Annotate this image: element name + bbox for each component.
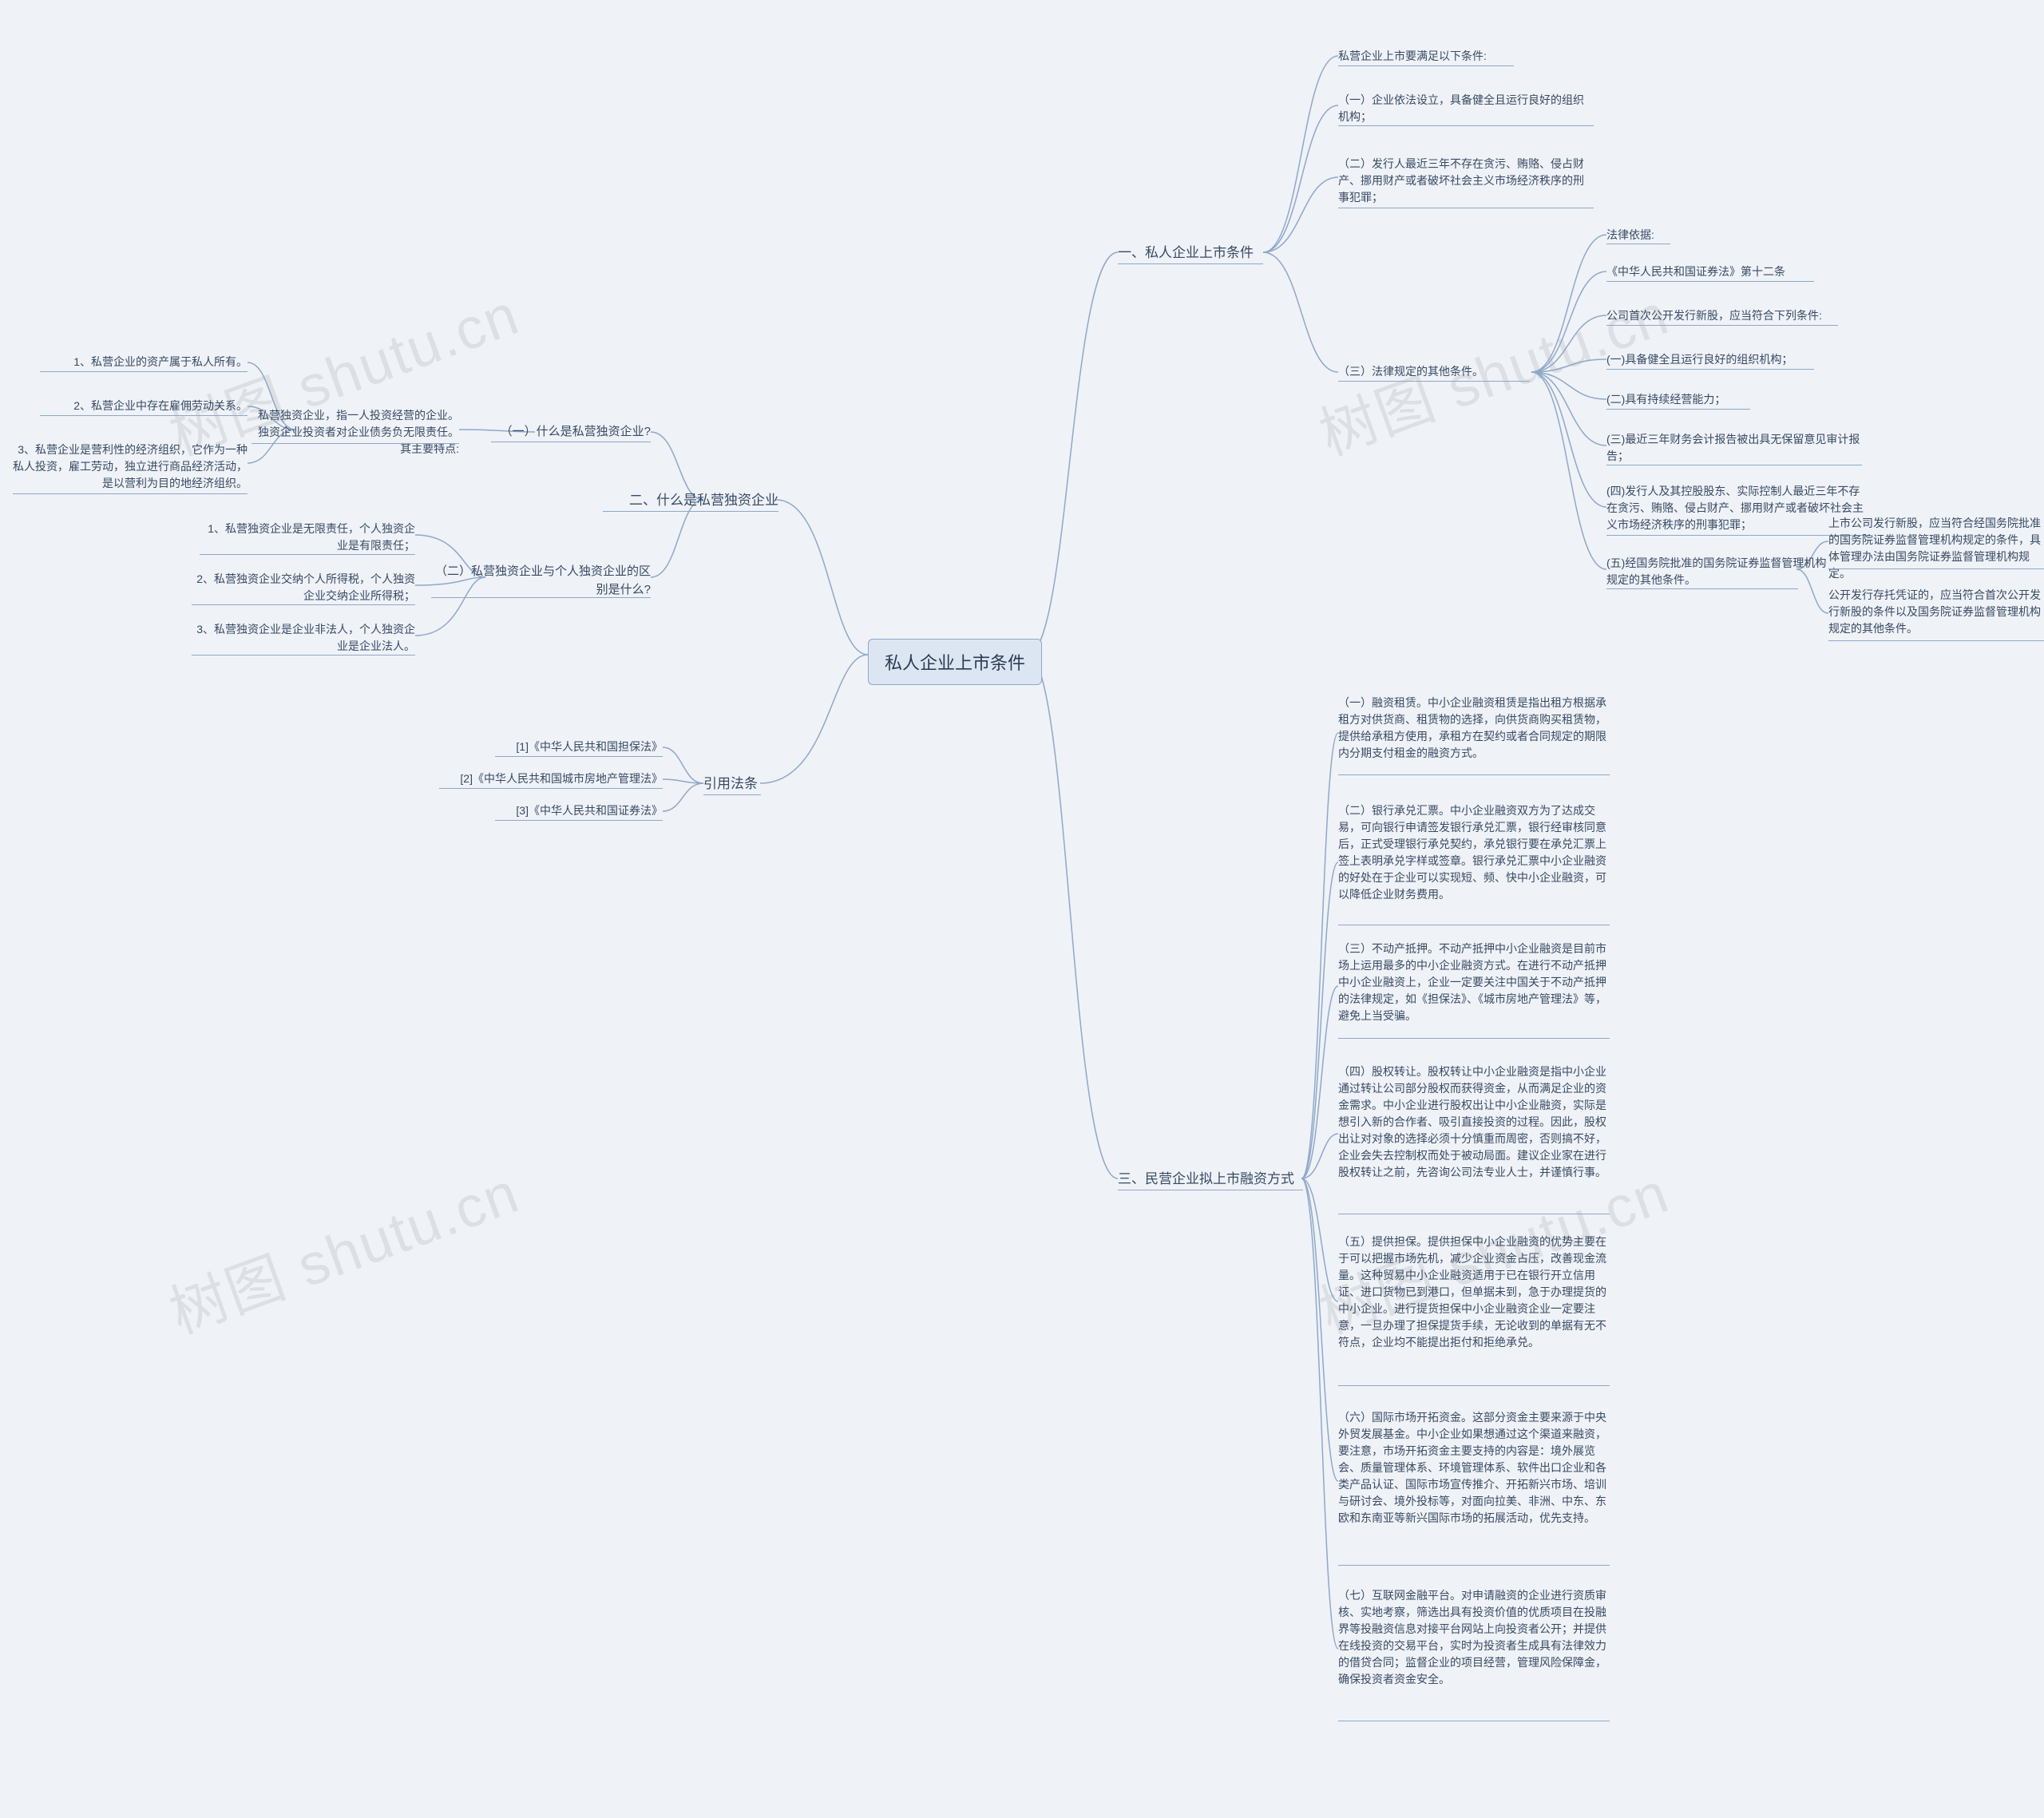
s3-item: （四）股权转让。股权转让中小企业融资是指中小企业通过转让公司部分股权而获得资金，… [1338,1063,1610,1181]
s2-c2-e1: 2、私营独资企业交纳个人所得税，个人独资企业交纳企业所得税； [192,571,415,604]
s1-c3-item: (三)最近三年财务会计报告被出具无保留意见审计报告； [1606,431,1862,465]
section-3: 三、民营企业拟上市融资方式 [1118,1170,1294,1189]
s2-c1-e1: 2、私营企业中存在雇佣劳动关系。 [40,398,248,414]
s2-c1-e0: 1、私营企业的资产属于私人所有。 [40,354,248,370]
s1-c3-d7-item: 上市公司发行新股，应当符合经国务院批准的国务院证券监督管理机构规定的条件，具体管… [1828,515,2044,582]
root-node: 私人企业上市条件 [868,639,1042,685]
s2-c2: （二）私营独资企业与个人独资企业的区别是什么? [431,563,651,599]
s2-c1-d0: 私营独资企业，指一人投资经营的企业。独资企业投资者对企业债务负无限责任。其主要特… [252,407,459,457]
s1-c3-d7-item: 公开发行存托凭证的，应当符合首次公开发行新股的条件以及国务院证券监督管理机构规定… [1828,587,2044,637]
law-ref: [3]《中华人民共和国证券法》 [495,802,663,819]
s1-c3-item: (二)具有持续经营能力； [1606,391,1846,408]
s1-c3-item: 公司首次公开发行新股，应当符合下列条件: [1606,307,1846,324]
s3-item: （七）互联网金融平台。对申请融资的企业进行资质审核、实地考察，筛选出具有投资价值… [1338,1587,1610,1688]
s2-c2-e0: 1、私营独资企业是无限责任，个人独资企业是有限责任； [200,521,415,554]
s3-item: （五）提供担保。提供担保中小企业融资的优势主要在于可以把握市场先机，减少企业资金… [1338,1234,1610,1351]
s3-item: （二）银行承兑汇票。中小企业融资双方为了达成交易，可向银行申请签发银行承兑汇票，… [1338,802,1610,903]
section-2: 二、什么是私营独资企业 [603,491,778,510]
s1-item: （三）法律规定的其他条件。 [1338,363,1546,380]
s2-c1: （一）什么是私营独资企业? [491,423,651,442]
s3-item: （一）融资租赁。中小企业融资租赁是指出租方根据承租方对供货商、租赁物的选择，向供… [1338,695,1610,762]
law-ref: [2]《中华人民共和国城市房地产管理法》 [439,770,663,787]
s1-c3-item: 《中华人民共和国证券法》第十二条 [1606,263,1846,280]
s1-item: （二）发行人最近三年不存在贪污、贿赂、侵占财产、挪用财产或者破坏社会主义市场经济… [1338,156,1594,206]
s3-item: （三）不动产抵押。不动产抵押中小企业融资是目前市场上运用最多的中小企业融资方式。… [1338,941,1610,1024]
s1-c3-item: (五)经国务院批准的国务院证券监督管理机构规定的其他条件。 [1606,555,1830,588]
s2-c2-e2: 3、私营独资企业是企业非法人，个人独资企业是企业法人。 [192,621,415,655]
s1-c3-item: (一)具备健全且运行良好的组织机构； [1606,351,1846,368]
s1-item: （一）企业依法设立，具备健全且运行良好的组织机构； [1338,92,1594,125]
section-1: 一、私人企业上市条件 [1118,244,1254,263]
s3-item: （六）国际市场开拓资金。这部分资金主要来源于中央外贸发展基金。中小企业如果想通过… [1338,1409,1610,1527]
s1-c3-item: 法律依据: [1606,227,1814,244]
law-ref: [1]《中华人民共和国担保法》 [495,739,663,755]
s2-c1-e2: 3、私营企业是营利性的经济组织，它作为一种私人投资，雇工劳动，独立进行商品经济活… [13,442,248,492]
s1-item: 私营企业上市要满足以下条件: [1338,48,1578,65]
watermark: 树图 shutu.cn [156,1146,529,1349]
section-laws: 引用法条 [703,774,758,794]
